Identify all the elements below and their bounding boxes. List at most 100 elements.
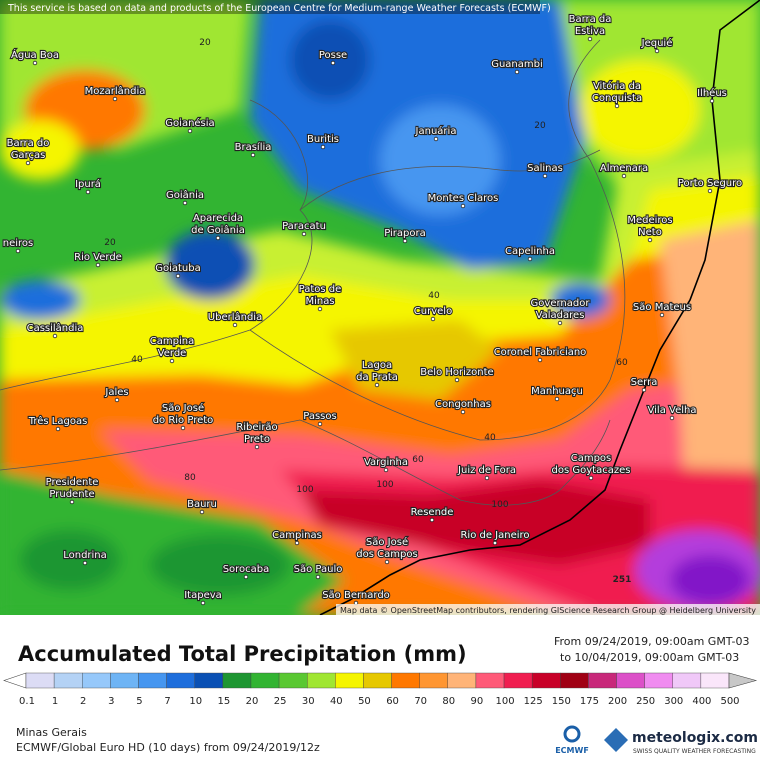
city-name: Verde [158,348,187,359]
city-dot [243,574,249,580]
city-name: Medeiros [627,215,672,226]
city-name: Belo Horizonte [420,367,493,378]
city-name: São Mateus [633,302,691,313]
scale-swatch [419,672,448,689]
city-dot [514,69,520,75]
city-name: Garças [11,150,46,161]
city-name: Itapeva [184,590,222,601]
city-name: Sorocaba [223,564,270,575]
city-dot [433,136,439,142]
map: Água Boa Mozarlândia Goianésia Barra doGarç… [0,0,760,615]
city-name: Ribeirão [236,422,277,433]
precipitation-field [0,0,760,615]
city-dot [232,322,238,328]
scale-arrow-left [3,672,27,689]
city-dot [82,560,88,566]
city-name: Uberlândia [208,311,262,323]
city-name: São Bernardo [322,590,390,601]
city-name: Lagoa [362,360,392,371]
city-name: Água Boa [11,48,59,61]
city-dot [55,426,61,432]
city-dot [460,409,466,415]
meteologix-logo: meteologix.com SWISS QUALITY WEATHER FOR… [604,728,758,755]
city-name: Goiânia [166,189,204,201]
scale-swatch [138,672,167,689]
city-labels: Água Boa Mozarlândia Goianésia Barra doGarç… [2,13,743,606]
scale-label: 20 [246,696,259,707]
city-dot [330,60,336,66]
scale-label: 2 [80,696,86,707]
scale-label: 30 [302,696,315,707]
title: Accumulated Total Precipitation (mm) [18,642,467,666]
city-name: Almenara [600,163,648,174]
city-name: Jales [104,387,128,398]
scale-swatch [222,672,252,689]
city-name: Pirapora [384,228,426,239]
model-info: ECMWF/Global Euro HD (10 days) from 09/2… [16,741,320,754]
city-name: Minas [305,296,334,307]
scale-label: 0.1 [19,696,35,707]
city-dot [588,475,594,481]
city-name: Paracatu [282,221,326,232]
city-dot [454,377,460,383]
scale-label: 7 [164,696,170,707]
scale-label: 200 [608,696,627,707]
map-attribution: Map data © OpenStreetMap contributors, r… [340,606,756,615]
city-name: São Paulo [294,564,343,575]
contour-labels: 20 20 20 40 40 40 60 60 80 100 100 100 251 [104,38,631,585]
meteologix-name: meteologix.com [632,730,758,746]
city-dot [112,96,118,102]
city-dot [430,316,436,322]
scale-label: 125 [524,696,543,707]
city-name: São José [366,536,408,548]
city-name: Manhuaçu [531,386,583,397]
city-name: Governador [531,298,591,309]
city-name: de Goiânia [191,224,245,236]
scale-label: 175 [580,696,599,707]
contour-label: 40 [131,355,143,365]
city-name: Porto Seguro [678,178,742,189]
city-name: dos Campos [356,549,417,560]
city-dot [182,200,188,206]
city-name: Posse [319,50,347,61]
city-name: Varginha [364,457,408,468]
city-name: Aparecida [193,213,243,224]
scale-swatch [194,672,224,689]
city-name: Coronel Fabriciano [494,347,587,358]
city-name: Barra do [7,138,50,149]
contour-label: 20 [104,238,116,248]
scale-label: 25 [274,696,287,707]
scale-label: 40 [330,696,343,707]
scale-label: 5 [136,696,142,707]
scale-label: 70 [414,696,427,707]
city-name: Campos [571,453,612,464]
scale-swatch [250,672,280,689]
city-name: Salinas [527,163,563,174]
city-name: Goianésia [165,117,214,129]
meteologix-tagline: SWISS QUALITY WEATHER FORECASTING [633,748,756,755]
city-dot [180,425,186,431]
city-name: Guanambi [491,59,543,70]
city-dot [492,540,498,546]
city-name: neiros [3,238,34,249]
city-dot [301,231,307,237]
city-name: Rio de Janeiro [460,530,529,541]
city-name: Curvelo [414,306,452,317]
city-name: Valadares [536,310,585,321]
scale-label: 90 [471,696,484,707]
scale-label: 50 [358,696,371,707]
city-dot [707,188,713,194]
contour-label: 80 [184,473,196,483]
city-dot [614,103,620,109]
city-dot [542,173,548,179]
city-name: Capelinha [505,246,555,257]
city-dot [15,248,21,254]
city-dot [200,600,206,606]
city-name: Prudente [49,489,94,500]
scale-arrow-right [728,672,758,689]
source-notice: This service is based on data and produc… [7,3,551,14]
city-name: Campinas [272,530,322,541]
city-dot [537,357,543,363]
city-dot [429,517,435,523]
scale-label: 100 [495,696,514,707]
